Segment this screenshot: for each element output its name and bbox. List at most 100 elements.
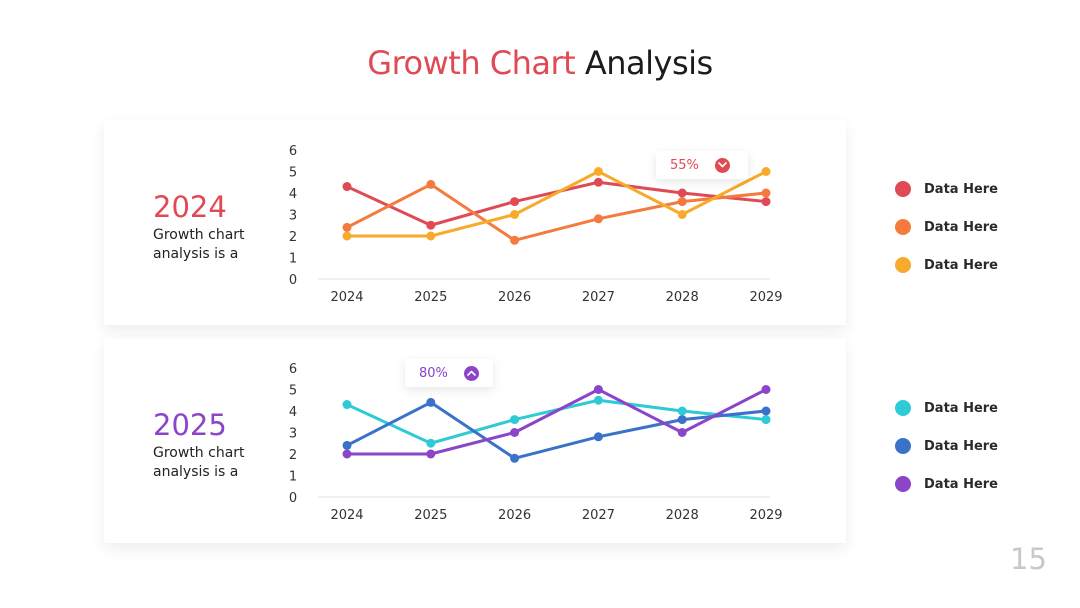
description-2025: Growth chart analysis is a bbox=[153, 445, 245, 480]
series-1-point bbox=[510, 415, 520, 425]
series-3-point bbox=[342, 449, 352, 459]
title-rest: Analysis bbox=[584, 44, 713, 82]
x-tick-label: 2025 bbox=[414, 508, 447, 523]
y-tick-label: 4 bbox=[289, 187, 297, 202]
series-1-point bbox=[342, 182, 352, 192]
callout-value: 80% bbox=[419, 365, 448, 381]
legend-dot bbox=[895, 219, 911, 235]
slide-title: Growth Chart Analysis bbox=[0, 44, 1080, 82]
chevron-down-icon bbox=[714, 157, 730, 173]
x-tick-label: 2029 bbox=[749, 508, 782, 523]
series-3-point bbox=[510, 428, 520, 437]
x-tick-label: 2024 bbox=[330, 290, 363, 305]
series-2-point bbox=[677, 415, 687, 425]
y-tick-label: 6 bbox=[289, 362, 297, 377]
series-3-point bbox=[342, 231, 352, 241]
legend-item: Data Here bbox=[895, 427, 998, 465]
legend-item: Data Here bbox=[895, 246, 998, 284]
legend-item: Data Here bbox=[895, 208, 998, 246]
legend-2025: Data Here Data Here Data Here bbox=[895, 389, 998, 503]
series-line-3 bbox=[345, 170, 768, 238]
year-label-2025: 2025 bbox=[153, 408, 227, 442]
legend-dot bbox=[895, 257, 911, 273]
y-tick-label: 2 bbox=[289, 230, 297, 245]
y-tick-label: 3 bbox=[289, 427, 297, 442]
series-2-point bbox=[761, 188, 771, 198]
series-3-point bbox=[593, 167, 603, 176]
series-3-point bbox=[677, 428, 687, 437]
x-tick-label: 2028 bbox=[666, 290, 699, 305]
series-2-point bbox=[426, 179, 436, 189]
x-tick-label: 2027 bbox=[582, 290, 615, 305]
legend-label: Data Here bbox=[924, 181, 999, 197]
series-1-point bbox=[426, 438, 436, 448]
series-line-2 bbox=[345, 400, 768, 460]
series-3-point bbox=[677, 210, 687, 219]
series-2-point bbox=[510, 235, 520, 245]
series-3-point bbox=[761, 167, 771, 176]
series-2-point bbox=[510, 453, 520, 463]
series-1-point bbox=[342, 400, 352, 410]
legend-label: Data Here bbox=[924, 438, 999, 454]
x-tick-label: 2026 bbox=[498, 290, 531, 305]
series-3-point bbox=[510, 210, 520, 219]
x-tick-label: 2026 bbox=[498, 508, 531, 523]
legend-dot bbox=[895, 476, 911, 492]
legend-item: Data Here bbox=[895, 389, 998, 427]
legend-item: Data Here bbox=[895, 170, 998, 208]
x-tick-label: 2024 bbox=[330, 508, 363, 523]
callout-value: 55% bbox=[670, 157, 699, 173]
series-line-2 bbox=[345, 182, 768, 242]
legend-dot bbox=[895, 181, 911, 197]
series-1-point bbox=[677, 188, 687, 198]
y-tick-label: 0 bbox=[289, 273, 297, 288]
series-2-point bbox=[593, 432, 603, 442]
title-accent: Growth Chart bbox=[367, 44, 576, 82]
callout-2025: 80% bbox=[405, 359, 493, 387]
series-2-point bbox=[426, 397, 436, 407]
series-1-point bbox=[593, 395, 603, 405]
x-tick-label: 2027 bbox=[582, 508, 615, 523]
series-3-point bbox=[593, 385, 603, 394]
legend-dot bbox=[895, 400, 911, 416]
legend-label: Data Here bbox=[924, 476, 999, 492]
series-line-3 bbox=[345, 388, 768, 456]
series-2-point bbox=[342, 222, 352, 232]
legend-2024: Data Here Data Here Data Here bbox=[895, 170, 998, 284]
y-tick-label: 6 bbox=[289, 144, 297, 159]
chevron-up-icon bbox=[463, 365, 479, 381]
y-tick-label: 1 bbox=[289, 252, 297, 267]
series-3-point bbox=[761, 385, 771, 394]
series-1-point bbox=[593, 177, 603, 187]
series-1-point bbox=[510, 197, 520, 207]
series-1-point bbox=[761, 415, 771, 425]
y-tick-label: 5 bbox=[289, 384, 297, 399]
series-2-point bbox=[593, 214, 603, 224]
legend-label: Data Here bbox=[924, 257, 999, 273]
legend-item: Data Here bbox=[895, 465, 998, 503]
series-1-point bbox=[761, 197, 771, 207]
y-tick-label: 1 bbox=[289, 470, 297, 485]
series-2-point bbox=[342, 440, 352, 450]
description-2024: Growth chart analysis is a bbox=[153, 227, 245, 262]
legend-dot bbox=[895, 438, 911, 454]
series-3-point bbox=[426, 231, 436, 241]
callout-2024: 55% bbox=[656, 151, 748, 179]
y-tick-label: 3 bbox=[289, 209, 297, 224]
legend-label: Data Here bbox=[924, 219, 999, 235]
legend-label: Data Here bbox=[924, 400, 999, 416]
y-tick-label: 0 bbox=[289, 491, 297, 506]
y-tick-label: 4 bbox=[289, 405, 297, 420]
series-1-point bbox=[426, 220, 436, 230]
y-tick-label: 2 bbox=[289, 448, 297, 463]
series-2-point bbox=[677, 197, 687, 207]
series-3-point bbox=[426, 449, 436, 459]
x-tick-label: 2028 bbox=[666, 508, 699, 523]
x-tick-label: 2029 bbox=[749, 290, 782, 305]
page-number: 15 bbox=[1010, 542, 1047, 576]
y-tick-label: 5 bbox=[289, 166, 297, 181]
year-label-2024: 2024 bbox=[153, 190, 227, 224]
series-1-point bbox=[677, 406, 687, 416]
